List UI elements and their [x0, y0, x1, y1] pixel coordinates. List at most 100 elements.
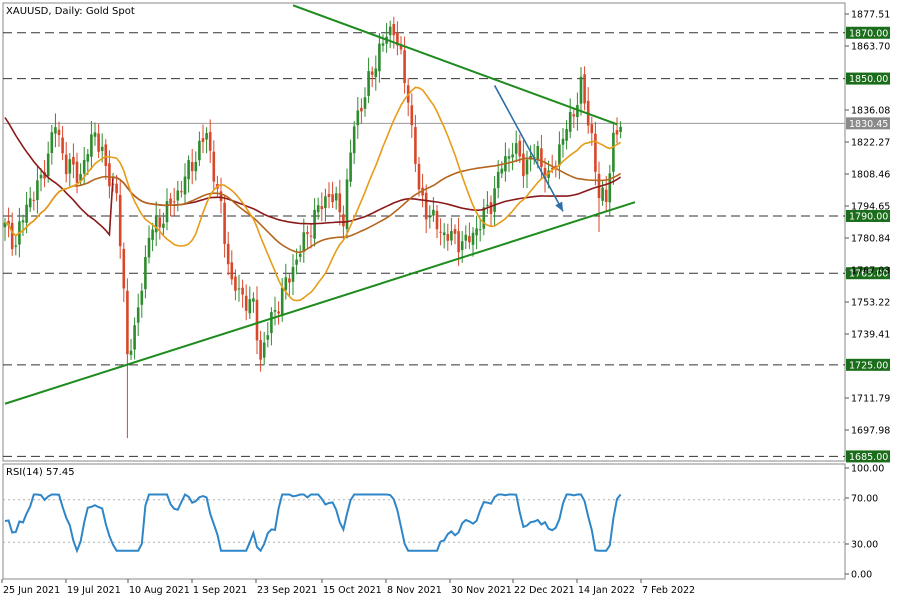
candle-body — [144, 257, 147, 290]
candle-body — [414, 127, 417, 164]
candle-body — [234, 276, 237, 291]
candle-body — [237, 288, 241, 290]
candle-body — [482, 207, 486, 229]
candle-body — [500, 168, 504, 174]
price-axis-tick-label: 1863.70 — [851, 42, 890, 53]
price-axis-tick-label: 1780.84 — [851, 234, 890, 245]
candle-body — [151, 229, 154, 240]
candle-body — [205, 133, 208, 140]
candle-body — [378, 43, 381, 72]
candle-body — [64, 154, 68, 175]
current-price-tag — [846, 117, 890, 130]
candle-body — [252, 298, 255, 302]
candle-body — [316, 205, 320, 213]
candle-body — [21, 220, 25, 223]
candle-body — [547, 170, 550, 178]
candle-body — [565, 129, 568, 141]
candle-body — [381, 43, 385, 46]
candle-body — [162, 223, 165, 228]
candle-body — [270, 312, 273, 334]
candle-body — [356, 110, 360, 126]
candle-body — [471, 232, 475, 245]
candle-body — [43, 172, 46, 179]
candle-body — [334, 193, 338, 201]
candle-body — [576, 105, 579, 118]
candle-body — [50, 132, 54, 154]
candle-body — [306, 232, 309, 234]
candle-body — [28, 198, 32, 208]
date-axis-tick-label: 7 Feb 2022 — [642, 585, 695, 596]
trendline — [292, 4, 618, 126]
candle-body — [320, 206, 324, 210]
candle-body — [223, 202, 226, 244]
candle-body — [363, 97, 367, 109]
candle-body — [345, 179, 349, 229]
level-tag-label: 1850.00 — [849, 74, 888, 85]
candle-body — [79, 173, 82, 181]
level-tag — [846, 267, 890, 280]
candle-body — [342, 214, 345, 227]
date-axis-tick-label: 8 Nov 2021 — [387, 585, 442, 596]
candle-body — [475, 228, 478, 236]
candle-body — [118, 195, 122, 247]
candle-body — [550, 168, 554, 170]
candle-body — [68, 159, 72, 174]
price-axis-tick-label: 1877.51 — [851, 10, 890, 21]
candle-body — [522, 153, 525, 177]
trendline — [4, 201, 636, 405]
candle-body — [97, 133, 100, 152]
candle-body — [536, 145, 540, 160]
candle-body — [183, 176, 187, 195]
candle-body — [201, 138, 205, 142]
candle-body — [255, 299, 259, 341]
candle-body — [46, 153, 50, 177]
candle-body — [241, 287, 244, 295]
candle-body — [36, 180, 39, 201]
main-plot-frame — [2, 2, 846, 462]
candle-body — [288, 278, 291, 283]
candle-body — [194, 161, 198, 172]
candle-body — [388, 26, 392, 36]
candle-body — [518, 140, 522, 157]
price-axis-tick-label: 1711.79 — [851, 394, 890, 405]
candle-body — [511, 154, 514, 158]
candle-body — [208, 132, 212, 151]
price-axis-tick-label: 1794.65 — [851, 202, 890, 213]
candle-body — [543, 167, 547, 179]
candle-body — [619, 126, 622, 133]
rsi-plot-frame — [2, 463, 846, 580]
candle-body — [266, 335, 270, 340]
candle-body — [140, 290, 144, 305]
candle-body — [25, 204, 28, 223]
candle-body — [450, 231, 453, 241]
candle-body — [219, 191, 223, 202]
candle-body — [3, 222, 7, 228]
date-axis-tick-label: 1 Sep 2021 — [193, 585, 247, 596]
candle-body — [172, 201, 176, 203]
forecast-arrow-head — [555, 201, 563, 212]
candle-body — [32, 199, 36, 201]
date-axis-tick-label: 15 Oct 2021 — [323, 585, 382, 596]
rsi-axis-tick-label: 30.00 — [851, 540, 878, 551]
level-tag — [846, 26, 890, 39]
candle-body — [568, 112, 572, 132]
moving-average-line — [4, 117, 622, 237]
candle-body — [601, 187, 604, 201]
price-axis-tick-label: 1697.98 — [851, 426, 890, 437]
forecast-arrow-shaft — [493, 85, 564, 212]
candle-body — [360, 107, 363, 112]
level-tag-label: 1870.00 — [849, 28, 888, 39]
candle-body — [190, 162, 194, 172]
candle-body — [61, 137, 64, 154]
candle-body — [10, 222, 14, 250]
candle-body — [349, 152, 352, 182]
candle-body — [169, 198, 172, 204]
candle-body — [129, 350, 133, 355]
candle-body — [396, 32, 399, 46]
candle-body — [370, 71, 374, 75]
candle-body — [86, 154, 90, 162]
candle-body — [540, 148, 543, 168]
candle-body — [122, 248, 126, 289]
